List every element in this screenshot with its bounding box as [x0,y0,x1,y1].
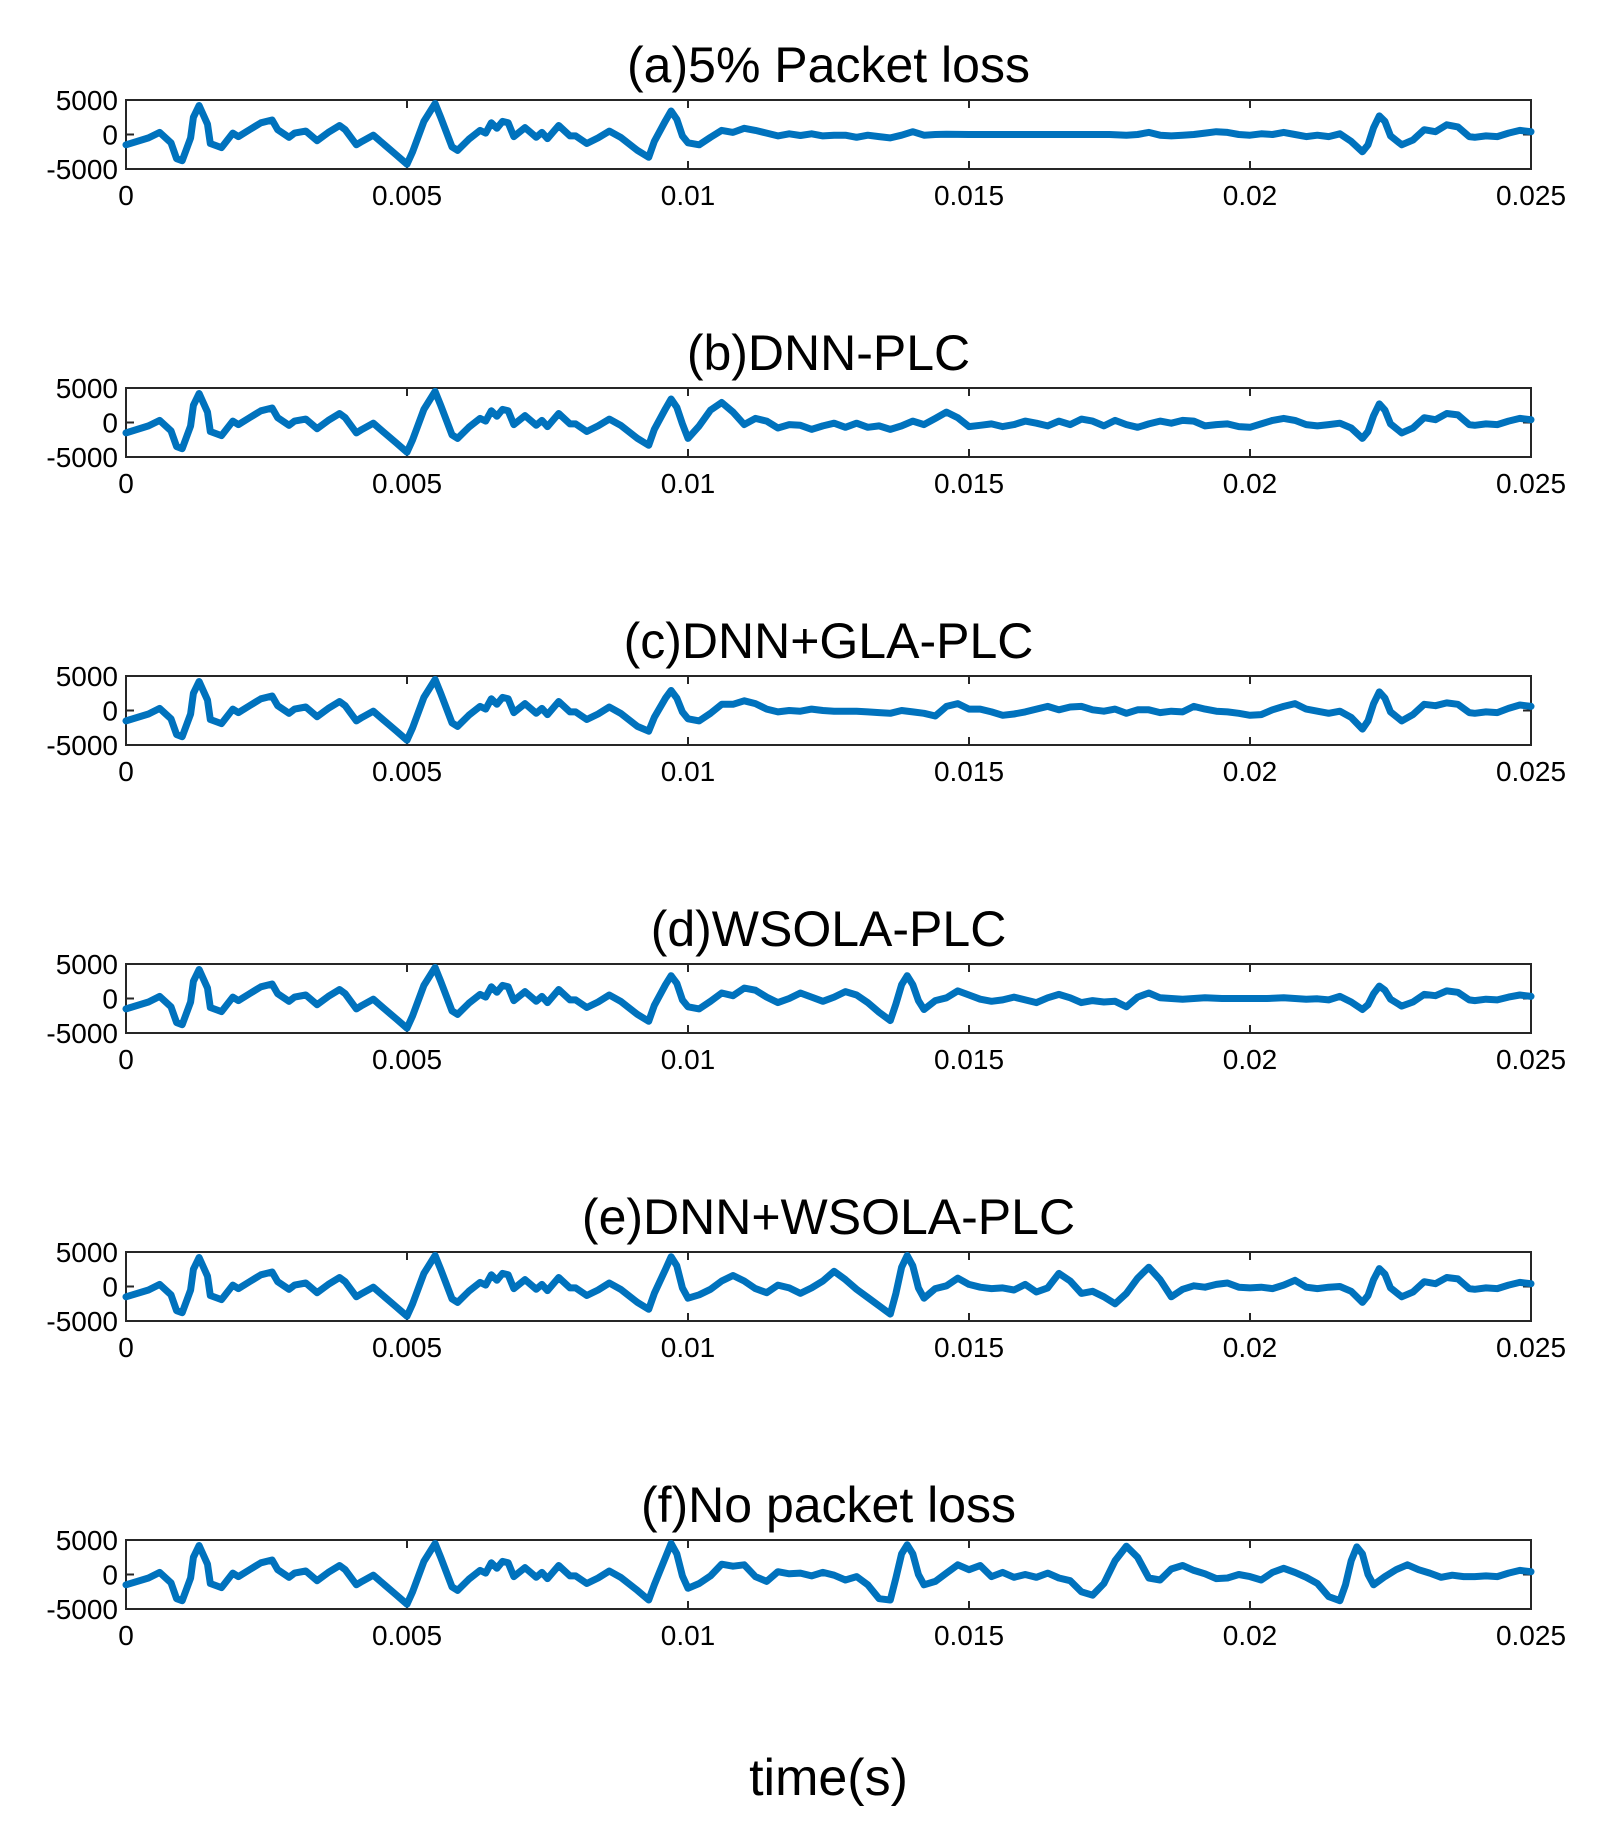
subplot-c: (c)DNN+GLA-PLC 0 0.005 0.01 0.015 0.02 0.025 50… [46,613,1566,787]
subplot-b: (b)DNN-PLC 0 0.005 0.01 0.015 0.02 0.025 5000 0-… [46,325,1566,499]
panel-title: (b)DNN-PLC [687,325,970,381]
y-tick-label: -5000 [46,1018,118,1049]
y-tick-label: 0 [102,408,118,439]
x-tick-label: 0.02 [1223,468,1278,499]
panel-title: (a)5% Packet loss [627,37,1030,93]
y-tick-label: 5000 [56,85,118,116]
y-tick-label: -5000 [46,442,118,473]
subplot-e: (e)DNN+WSOLA-PLC 0 0.005 0.01 0.015 0.02 0.025… [46,1189,1566,1363]
panel-title: (c)DNN+GLA-PLC [624,613,1034,669]
x-tick-label: 0.025 [1496,1044,1566,1075]
y-tick-label: 5000 [56,1525,118,1556]
subplot-d: (d)WSOLA-PLC 0 0.005 0.01 0.015 0.02 0.025 5000… [46,901,1566,1075]
y-tick-label: 5000 [56,1237,118,1268]
x-tick-label: 0.02 [1223,1332,1278,1363]
subplot-a: (a)5% Packet loss 0 0.005 0.01 0.015 0.02 0.02… [46,37,1566,211]
y-tick-label: 5000 [56,949,118,980]
series-line [122,1540,1535,1608]
x-tick-label: 0 [118,468,134,499]
y-tick-label: -5000 [46,730,118,761]
x-tick-label: 0.01 [661,1332,716,1363]
y-tick-label: 0 [102,696,118,727]
x-tick-label: 0.015 [934,1332,1004,1363]
panel-title: (d)WSOLA-PLC [651,901,1007,957]
x-tick-label: 0.005 [372,1044,442,1075]
x-tick-label: 0.015 [934,1044,1004,1075]
series-line [122,1252,1535,1320]
x-tick-label: 0.005 [372,468,442,499]
x-tick-label: 0.02 [1223,756,1278,787]
x-tick-label: 0.01 [661,1620,716,1651]
x-tick-label: 0.005 [372,180,442,211]
x-axis-label: time(s) [749,1749,908,1807]
y-tick-label: 0 [102,984,118,1015]
x-tick-label: 0 [118,1044,134,1075]
y-tick-label: -5000 [46,154,118,185]
series-line [122,387,1535,456]
x-tick-label: 0.015 [934,1620,1004,1651]
x-tick-label: 0.02 [1223,1044,1278,1075]
x-tick-label: 0.025 [1496,1620,1566,1651]
x-tick-label: 0.025 [1496,180,1566,211]
y-tick-label: 5000 [56,661,118,692]
x-tick-label: 0.005 [372,1620,442,1651]
x-tick-label: 0.015 [934,468,1004,499]
x-tick-label: 0.015 [934,180,1004,211]
y-tick-label: 0 [102,120,118,151]
x-tick-label: 0 [118,180,134,211]
x-tick-label: 0.01 [661,468,716,499]
x-tick-label: 0.025 [1496,468,1566,499]
y-tick-label: -5000 [46,1594,118,1625]
y-tick-label: 0 [102,1272,118,1303]
series-line [122,964,1535,1032]
x-tick-label: 0.01 [661,1044,716,1075]
x-tick-label: 0 [118,1332,134,1363]
y-tick-label: 5000 [56,373,118,404]
series-line [122,676,1535,744]
x-tick-label: 0.02 [1223,180,1278,211]
y-tick-label: 0 [102,1560,118,1591]
x-tick-label: 0.01 [661,180,716,211]
panel-title: (e)DNN+WSOLA-PLC [582,1189,1075,1245]
x-tick-label: 0 [118,756,134,787]
x-tick-label: 0.02 [1223,1620,1278,1651]
panel-title: (f)No packet loss [641,1477,1016,1533]
x-tick-label: 0.005 [372,756,442,787]
x-tick-label: 0.025 [1496,1332,1566,1363]
y-tick-label: -5000 [46,1306,118,1337]
series-line [122,100,1535,168]
x-tick-label: 0.005 [372,1332,442,1363]
x-tick-label: 0.01 [661,756,716,787]
x-tick-label: 0 [118,1620,134,1651]
x-tick-label: 0.025 [1496,756,1566,787]
subplot-f: (f)No packet loss 0 0.005 0.01 0.015 0.02 0.02… [46,1477,1566,1651]
x-tick-label: 0.015 [934,756,1004,787]
